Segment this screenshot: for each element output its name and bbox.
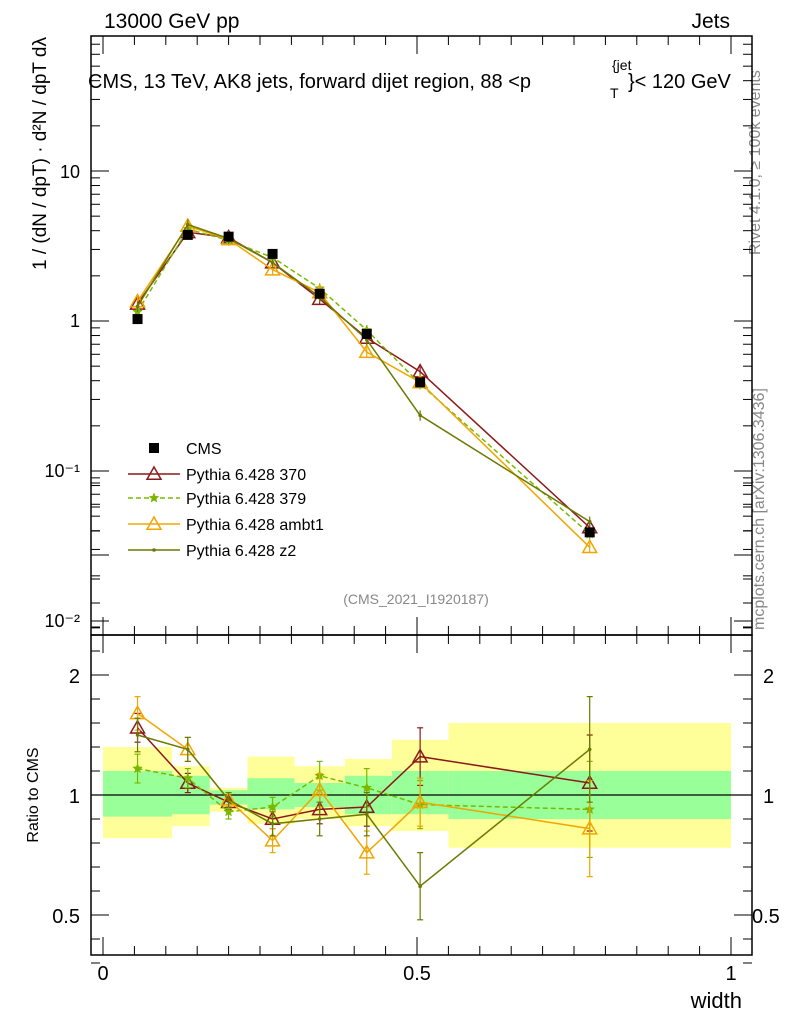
ratio-y-axis-label: Ratio to CMS <box>25 747 42 842</box>
legend: CMS Pythia 6.428 370 Pythia 6.428 379 Py… <box>128 441 324 560</box>
legend-label-ambt1: Pythia 6.428 ambt1 <box>186 517 324 534</box>
main-y-tick-labels: 10 1 10⁻¹ 10⁻² <box>44 162 80 631</box>
point-main-3-1 <box>185 222 190 227</box>
point-main-2-3 <box>264 261 281 276</box>
point-ratio-3-4 <box>317 817 322 821</box>
ratio-tick-label-0p5-right: 0.5 <box>752 906 780 928</box>
point-main-3-3 <box>270 260 275 265</box>
cms-point-2 <box>223 231 234 242</box>
series-line-main-1 <box>136 228 591 535</box>
title-end: }< 120 GeV <box>628 71 732 93</box>
point-ratio-2-5 <box>358 844 376 859</box>
cms-point-1 <box>182 229 193 240</box>
cms-point-7 <box>584 527 595 538</box>
ratio-y-label-text: Ratio to CMS <box>25 747 42 842</box>
cms-point-0 <box>132 314 143 325</box>
point-main-3-0 <box>135 304 140 309</box>
legend-label-z2: Pythia 6.428 z2 <box>186 543 296 560</box>
axis-ticks <box>91 36 752 964</box>
legend-label-379: Pythia 6.428 379 <box>186 491 306 508</box>
title-superscript: {jet <box>612 57 632 73</box>
ratio-tick-label-2: 2 <box>69 666 80 688</box>
point-ratio-2-7 <box>581 820 598 835</box>
header-right: Jets <box>691 10 730 33</box>
ratio-y-tick-labels-left: 2 1 0.5 <box>52 666 80 928</box>
mcplots-label: mcplots.cern.ch [arXiv:1306.3436] <box>751 388 768 630</box>
legend-marker-cms <box>149 443 159 453</box>
header-left: 13000 GeV pp <box>104 10 239 33</box>
title-main: CMS, 13 TeV, AK8 jets, forward dijet reg… <box>88 71 531 93</box>
series-line-ratio-0 <box>136 727 590 820</box>
legend-label-cms: CMS <box>186 441 222 458</box>
point-ratio-3-3 <box>270 822 275 826</box>
ratio-uncertainty-bands <box>103 723 731 848</box>
point-ratio-0-6 <box>411 748 429 763</box>
series-line-main-2 <box>136 225 591 548</box>
point-ratio-3-6 <box>418 884 422 888</box>
point-ratio-3-0 <box>135 733 140 737</box>
ratio-y-tick-labels-right: 2 1 0.5 <box>752 666 780 928</box>
ratio-tick-label-0p5: 0.5 <box>52 906 80 928</box>
ratio-tick-label-1: 1 <box>69 786 80 808</box>
main-series-layer <box>129 217 598 554</box>
series-line-ratio-1 <box>137 767 590 813</box>
main-y-axis-label: 1 / (dN / dpT) · d²N / dpT dλ <box>30 36 51 270</box>
point-ratio-1-2 <box>223 806 234 817</box>
analysis-label: (CMS_2021_I1920187) <box>343 591 489 607</box>
main-y-label-text: 1 / (dN / dpT) · d²N / dpT dλ <box>30 36 51 270</box>
ratio-tick-label-1-right: 1 <box>763 786 774 808</box>
ratio-series-layer <box>129 695 598 921</box>
point-ratio-1-5 <box>361 782 373 793</box>
point-ratio-1-0 <box>132 762 143 774</box>
point-ratio-2-3 <box>264 832 281 847</box>
point-ratio-3-5 <box>364 812 369 816</box>
main-tick-label-0p01: 10⁻² <box>44 611 80 631</box>
rivet-label: Rivet 4.1.0, ≥ 100k events <box>747 70 764 255</box>
point-ratio-1-1 <box>182 772 194 783</box>
legend-marker-2 <box>145 515 163 530</box>
point-ratio-1-3 <box>267 801 278 812</box>
point-main-2-7 <box>581 538 598 554</box>
point-main-3-7 <box>587 519 592 524</box>
main-tick-label-0p1: 10⁻¹ <box>44 461 80 481</box>
x-axis-label: width <box>690 988 742 1013</box>
point-ratio-3-7 <box>587 747 592 752</box>
point-ratio-3-1 <box>185 747 190 752</box>
band-inner-3 <box>247 778 295 810</box>
legend-marker-3 <box>152 548 156 552</box>
x-tick-labels: 0 0.5 1 <box>97 963 736 985</box>
series-line-main-3 <box>136 223 591 523</box>
main-tick-label-1: 1 <box>70 311 80 331</box>
point-main-2-5 <box>358 343 376 359</box>
legend-marker-1 <box>148 492 160 503</box>
x-tick-label-1: 1 <box>725 963 736 985</box>
point-ratio-3-2 <box>226 798 231 802</box>
cms-point-3 <box>267 248 278 259</box>
title-subscript: T <box>610 85 619 101</box>
point-ratio-2-6 <box>411 793 429 809</box>
x-tick-label-0: 0 <box>97 963 108 985</box>
point-main-3-6 <box>418 413 422 418</box>
cms-point-5 <box>361 328 372 339</box>
cms-point-6 <box>415 377 426 388</box>
series-line-ratio-3 <box>137 734 591 888</box>
main-tick-label-10: 10 <box>60 162 80 182</box>
legend-marker-0 <box>145 465 163 480</box>
chart-title: CMS, 13 TeV, AK8 jets, forward dijet reg… <box>88 57 732 101</box>
mcplots-text: mcplots.cern.ch [arXiv:1306.3436] <box>751 388 768 630</box>
legend-label-370: Pythia 6.428 370 <box>186 467 306 484</box>
cms-point-4 <box>314 288 325 299</box>
x-tick-label-0p5: 0.5 <box>403 963 431 985</box>
rivet-text: Rivet 4.1.0, ≥ 100k events <box>747 70 764 255</box>
ratio-tick-label-2-right: 2 <box>763 666 774 688</box>
point-ratio-2-4 <box>311 781 328 797</box>
